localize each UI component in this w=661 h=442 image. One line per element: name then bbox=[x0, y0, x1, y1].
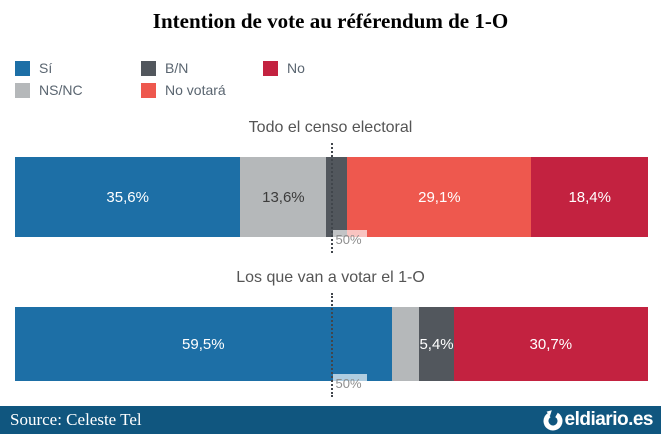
chart-van-a-votar: Los que van a votar el 1-O 59,5% 5,4% 30,7… bbox=[0, 268, 661, 397]
eldiario-logo-text: eldiario.es bbox=[564, 409, 654, 430]
legend-label: Sí bbox=[39, 60, 53, 76]
legend-swatch bbox=[263, 61, 278, 76]
bar-segment-no: 30,7% bbox=[453, 307, 648, 381]
segment-label: 13,6% bbox=[262, 188, 305, 206]
legend-label: B/N bbox=[165, 60, 189, 76]
reference-line-50pct bbox=[330, 293, 333, 397]
segment-label: 18,4% bbox=[568, 188, 611, 206]
page-title: Intention de vote au référendum de 1-O bbox=[152, 9, 509, 33]
legend-label: No votará bbox=[165, 82, 226, 98]
segment-label: 5,4% bbox=[419, 335, 454, 353]
segment-label: 35,6% bbox=[106, 188, 149, 206]
segment-label: 30,7% bbox=[529, 335, 573, 353]
footer-bar: Source: Celeste Tel eldiario.es bbox=[0, 406, 661, 434]
legend-item-3: NS/NC bbox=[15, 83, 141, 98]
legend-swatch bbox=[141, 61, 156, 76]
eldiario-logo-icon bbox=[543, 410, 562, 431]
chart-todo-el-censo: Todo el censo electoral 35,6% 13,6% 29,1% 1… bbox=[0, 118, 661, 253]
bar-segment-ns-nc bbox=[391, 307, 420, 381]
bar-wrap-censo: 35,6% 13,6% 29,1% 18,4% 50% bbox=[15, 143, 648, 253]
reference-line-50pct bbox=[330, 143, 333, 253]
stacked-bar-votar: 59,5% 5,4% 30,7% bbox=[15, 307, 648, 381]
legend-item-4: No votará bbox=[141, 83, 263, 98]
chart-title-censo: Todo el censo electoral bbox=[248, 119, 413, 136]
reference-line-label: 50% bbox=[332, 230, 367, 250]
bar-segment-s-: 35,6% bbox=[15, 157, 241, 237]
legend-label: No bbox=[287, 60, 305, 76]
legend-swatch bbox=[15, 61, 30, 76]
segment-label: 59,5% bbox=[182, 335, 225, 353]
legend-item-0: Sí bbox=[15, 61, 141, 76]
bar-segment-ns-nc: 13,6% bbox=[240, 157, 327, 237]
bar-wrap-votar: 59,5% 5,4% 30,7% 50% bbox=[15, 293, 648, 397]
chart-title-votar: Los que van a votar el 1-O bbox=[236, 269, 425, 286]
bar-segment-s-: 59,5% bbox=[15, 307, 392, 381]
legend-item-1: B/N bbox=[141, 61, 263, 76]
legend-swatch bbox=[141, 83, 156, 98]
source-text: Source: Celeste Tel bbox=[10, 410, 142, 429]
legend-swatch bbox=[15, 83, 30, 98]
reference-line-label: 50% bbox=[332, 374, 367, 394]
legend: Sí B/N No NS/NC No votará bbox=[15, 61, 661, 98]
bar-segment-no-votar-: 29,1% bbox=[347, 157, 532, 237]
stacked-bar-censo: 35,6% 13,6% 29,1% 18,4% bbox=[15, 157, 648, 237]
segment-label: 29,1% bbox=[418, 188, 461, 206]
legend-item-2: No bbox=[263, 61, 661, 76]
legend-label: NS/NC bbox=[39, 82, 83, 98]
bar-segment-no: 18,4% bbox=[531, 157, 648, 237]
eldiario-logo: eldiario.es bbox=[542, 409, 661, 431]
bar-segment-b-n: 5,4% bbox=[419, 307, 454, 381]
